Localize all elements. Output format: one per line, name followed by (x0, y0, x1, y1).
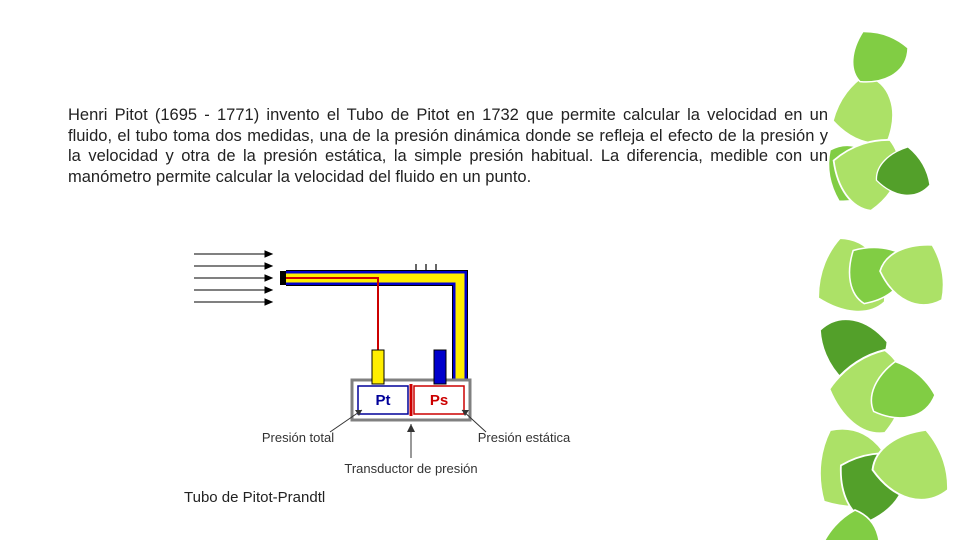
presion-total-label: Presión total (262, 430, 334, 445)
probe (280, 264, 460, 380)
body-paragraph: Henri Pitot (1695 - 1771) invento el Tub… (68, 105, 828, 188)
ps-label: Ps (430, 392, 448, 409)
pitot-tube-diagram: Pt Ps Presión total Presión estática Tra… (180, 230, 580, 510)
pt-label: Pt (376, 392, 391, 409)
figure-caption: Tubo de Pitot-Prandtl (184, 489, 325, 506)
presion-estatica-label: Presión estática (478, 430, 571, 445)
decorative-leaves (680, 0, 960, 540)
flow-arrows (194, 251, 272, 305)
transductor-label: Transductor de presión (344, 461, 477, 476)
transducer-box: Pt Ps (352, 380, 470, 420)
